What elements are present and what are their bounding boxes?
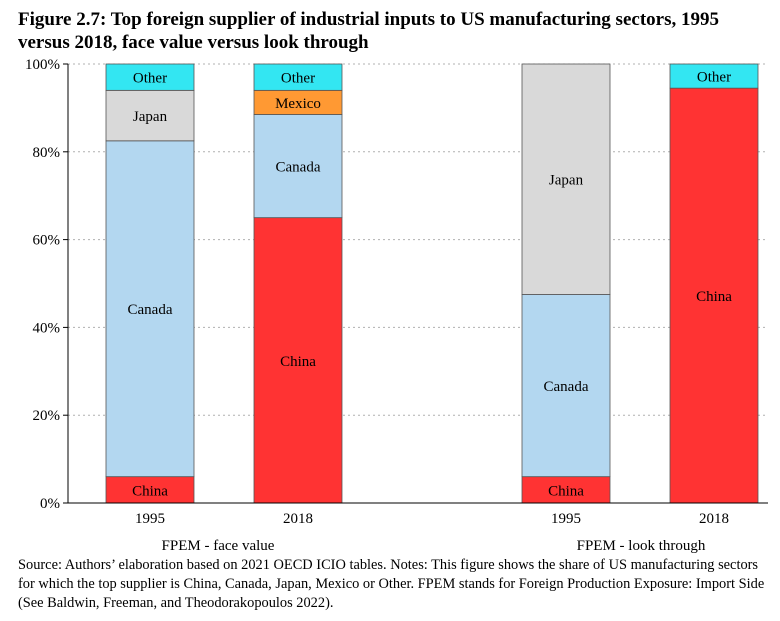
segment-label: Other bbox=[281, 71, 315, 87]
bar-segment-canada bbox=[105, 140, 195, 478]
segment-label: Mexico bbox=[275, 96, 321, 112]
segment-label: China bbox=[548, 483, 584, 499]
segment-label: Canada bbox=[128, 302, 173, 318]
bar-segment-china bbox=[521, 476, 611, 504]
bar-segment-china bbox=[253, 217, 343, 504]
bar-segment-japan bbox=[521, 63, 611, 295]
group-label: FPEM - face value bbox=[162, 538, 275, 554]
y-tick-label: 0% bbox=[40, 496, 60, 512]
segment-label: Canada bbox=[544, 379, 589, 395]
bar-segment-other bbox=[669, 63, 759, 89]
bar-segment-other bbox=[253, 63, 343, 91]
y-tick-label: 80% bbox=[33, 145, 61, 161]
bar-segment-other bbox=[105, 63, 195, 91]
segment-label: Japan bbox=[133, 109, 168, 125]
bar-segment-mexico bbox=[253, 89, 343, 115]
x-tick-label: 2018 bbox=[699, 511, 729, 527]
chart-title: Figure 2.7: Top foreign supplier of indu… bbox=[18, 9, 719, 53]
y-tick-label: 60% bbox=[33, 233, 61, 249]
bar-segment-canada bbox=[253, 114, 343, 219]
segment-label: China bbox=[132, 483, 168, 499]
y-tick-label: 20% bbox=[33, 408, 61, 424]
y-tick-label: 40% bbox=[33, 320, 61, 336]
segment-label: China bbox=[696, 289, 732, 305]
y-tick-label: 100% bbox=[25, 57, 60, 73]
x-tick-label: 2018 bbox=[283, 511, 313, 527]
segment-label: Japan bbox=[549, 173, 584, 189]
bar-segment-canada bbox=[521, 294, 611, 478]
segment-label: Other bbox=[133, 71, 167, 87]
bar-segment-china bbox=[669, 87, 759, 504]
x-tick-label: 1995 bbox=[135, 511, 165, 527]
bar-segment-japan bbox=[105, 89, 195, 142]
segment-label: Canada bbox=[276, 160, 321, 176]
group-label: FPEM - look through bbox=[577, 538, 706, 554]
x-tick-label: 1995 bbox=[551, 511, 581, 527]
segment-label: China bbox=[280, 354, 316, 370]
stacked-bar-chart: 0% 20% 40% 60% 80% 100% China Canada Japan Other 1… bbox=[25, 57, 768, 554]
source-note: Source: Authors’ elaboration based on 20… bbox=[18, 557, 765, 611]
segment-label: Other bbox=[697, 70, 731, 86]
